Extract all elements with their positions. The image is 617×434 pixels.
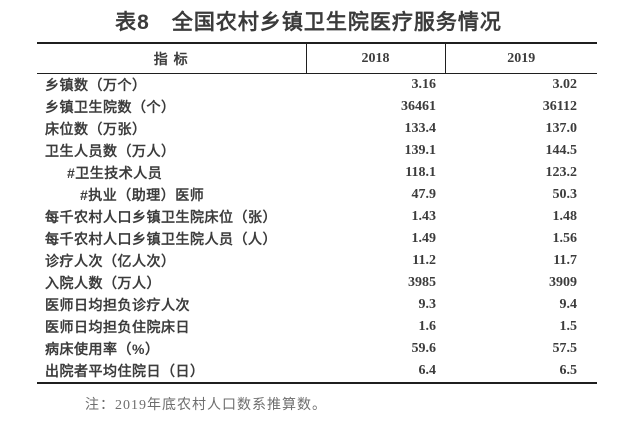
row-label: 出院者平均住院日（日）	[45, 363, 205, 379]
row-label: 卫生人员数（万人）	[45, 143, 176, 159]
table-body: 乡镇数（万个） 3.16 3.02 乡镇卫生院数（个） 36461 36112 床位数（万张…	[37, 74, 597, 384]
row-value-2018: 133.4	[404, 121, 437, 136]
row-value-2018: 3985	[408, 275, 436, 290]
row-label: 每千农村人口乡镇卫生院人员（人）	[45, 231, 277, 247]
row-label: 医师日均担负诊疗人次	[45, 297, 190, 313]
row-value-2018: 9.3	[418, 297, 437, 312]
row-value-2019: 50.3	[552, 187, 578, 202]
row-value-2019: 1.48	[552, 209, 578, 224]
table-row: 卫生人员数（万人） 139.1 144.5	[37, 140, 597, 162]
row-value-2019: 1.5	[559, 319, 578, 334]
row-label: 乡镇卫生院数（个）	[45, 99, 176, 115]
row-value-2018: 36461	[401, 99, 436, 114]
header-row: 指 标 2018 2019	[37, 43, 597, 74]
stats-table: 指 标 2018 2019 乡镇数（万个） 3.16 3.02 乡镇卫生院数（个） 36…	[37, 42, 597, 384]
row-value-2018: 139.1	[404, 143, 437, 158]
row-value-2019: 36112	[542, 99, 577, 114]
row-value-2018: 1.49	[411, 231, 437, 246]
row-value-2018: 118.1	[405, 165, 436, 180]
row-value-2018: 47.9	[411, 187, 437, 202]
table-row: 医师日均担负诊疗人次 9.3 9.4	[37, 294, 597, 316]
row-value-2018: 1.6	[418, 319, 437, 334]
row-value-2019: 123.2	[545, 165, 578, 180]
row-value-2019: 6.5	[559, 363, 578, 378]
table-row: 医师日均担负住院床日 1.6 1.5	[37, 316, 597, 338]
row-value-2019: 3909	[549, 275, 577, 290]
table-row: 每千农村人口乡镇卫生院床位（张） 1.43 1.48	[37, 206, 597, 228]
page: 表8 全国农村乡镇卫生院医疗服务情况 指 标 2018 2019 乡镇数（万个）…	[0, 9, 617, 434]
table-row: 出院者平均住院日（日） 6.4 6.5	[37, 360, 597, 383]
col-header-indicator: 指 标	[37, 43, 306, 74]
row-value-2018: 59.6	[411, 341, 437, 356]
row-label: 入院人数（万人）	[45, 275, 161, 291]
row-value-2019: 137.0	[545, 121, 578, 136]
row-label: #执业（助理）医师	[80, 187, 205, 203]
table-row: #卫生技术人员 118.1 123.2	[37, 162, 597, 184]
row-value-2018: 1.43	[411, 209, 437, 224]
table-note: 注：2019年底农村人口数系推算数。	[85, 398, 327, 413]
row-value-2019: 3.02	[552, 77, 578, 92]
row-value-2019: 144.5	[545, 143, 578, 158]
row-label: 每千农村人口乡镇卫生院床位（张）	[45, 209, 277, 225]
table-row: 乡镇卫生院数（个） 36461 36112	[37, 96, 597, 118]
row-value-2019: 9.4	[559, 297, 578, 312]
row-label: 医师日均担负住院床日	[45, 319, 190, 335]
row-label: 床位数（万张）	[45, 121, 147, 137]
table-row: 诊疗人次（亿人次） 11.2 11.7	[37, 250, 597, 272]
row-value-2018: 11.2	[412, 253, 436, 268]
row-value-2019: 57.5	[552, 341, 578, 356]
table-row: 每千农村人口乡镇卫生院人员（人） 1.49 1.56	[37, 228, 597, 250]
row-value-2019: 1.56	[552, 231, 578, 246]
row-value-2018: 6.4	[418, 363, 437, 378]
table-row: 入院人数（万人） 3985 3909	[37, 272, 597, 294]
table-row: #执业（助理）医师 47.9 50.3	[37, 184, 597, 206]
table-title: 表8 全国农村乡镇卫生院医疗服务情况	[115, 11, 502, 34]
table-row: 乡镇数（万个） 3.16 3.02	[37, 74, 597, 97]
row-label: 乡镇数（万个）	[45, 77, 147, 93]
row-value-2019: 11.7	[553, 253, 577, 268]
row-label: #卫生技术人员	[67, 165, 163, 181]
table-row: 病床使用率（%） 59.6 57.5	[37, 338, 597, 360]
col-header-2019: 2019	[444, 43, 597, 74]
row-value-2018: 3.16	[411, 77, 437, 92]
row-label: 病床使用率（%）	[45, 341, 160, 357]
table-row: 床位数（万张） 133.4 137.0	[37, 118, 597, 140]
row-label: 诊疗人次（亿人次）	[45, 253, 176, 269]
col-header-2018: 2018	[305, 43, 445, 74]
